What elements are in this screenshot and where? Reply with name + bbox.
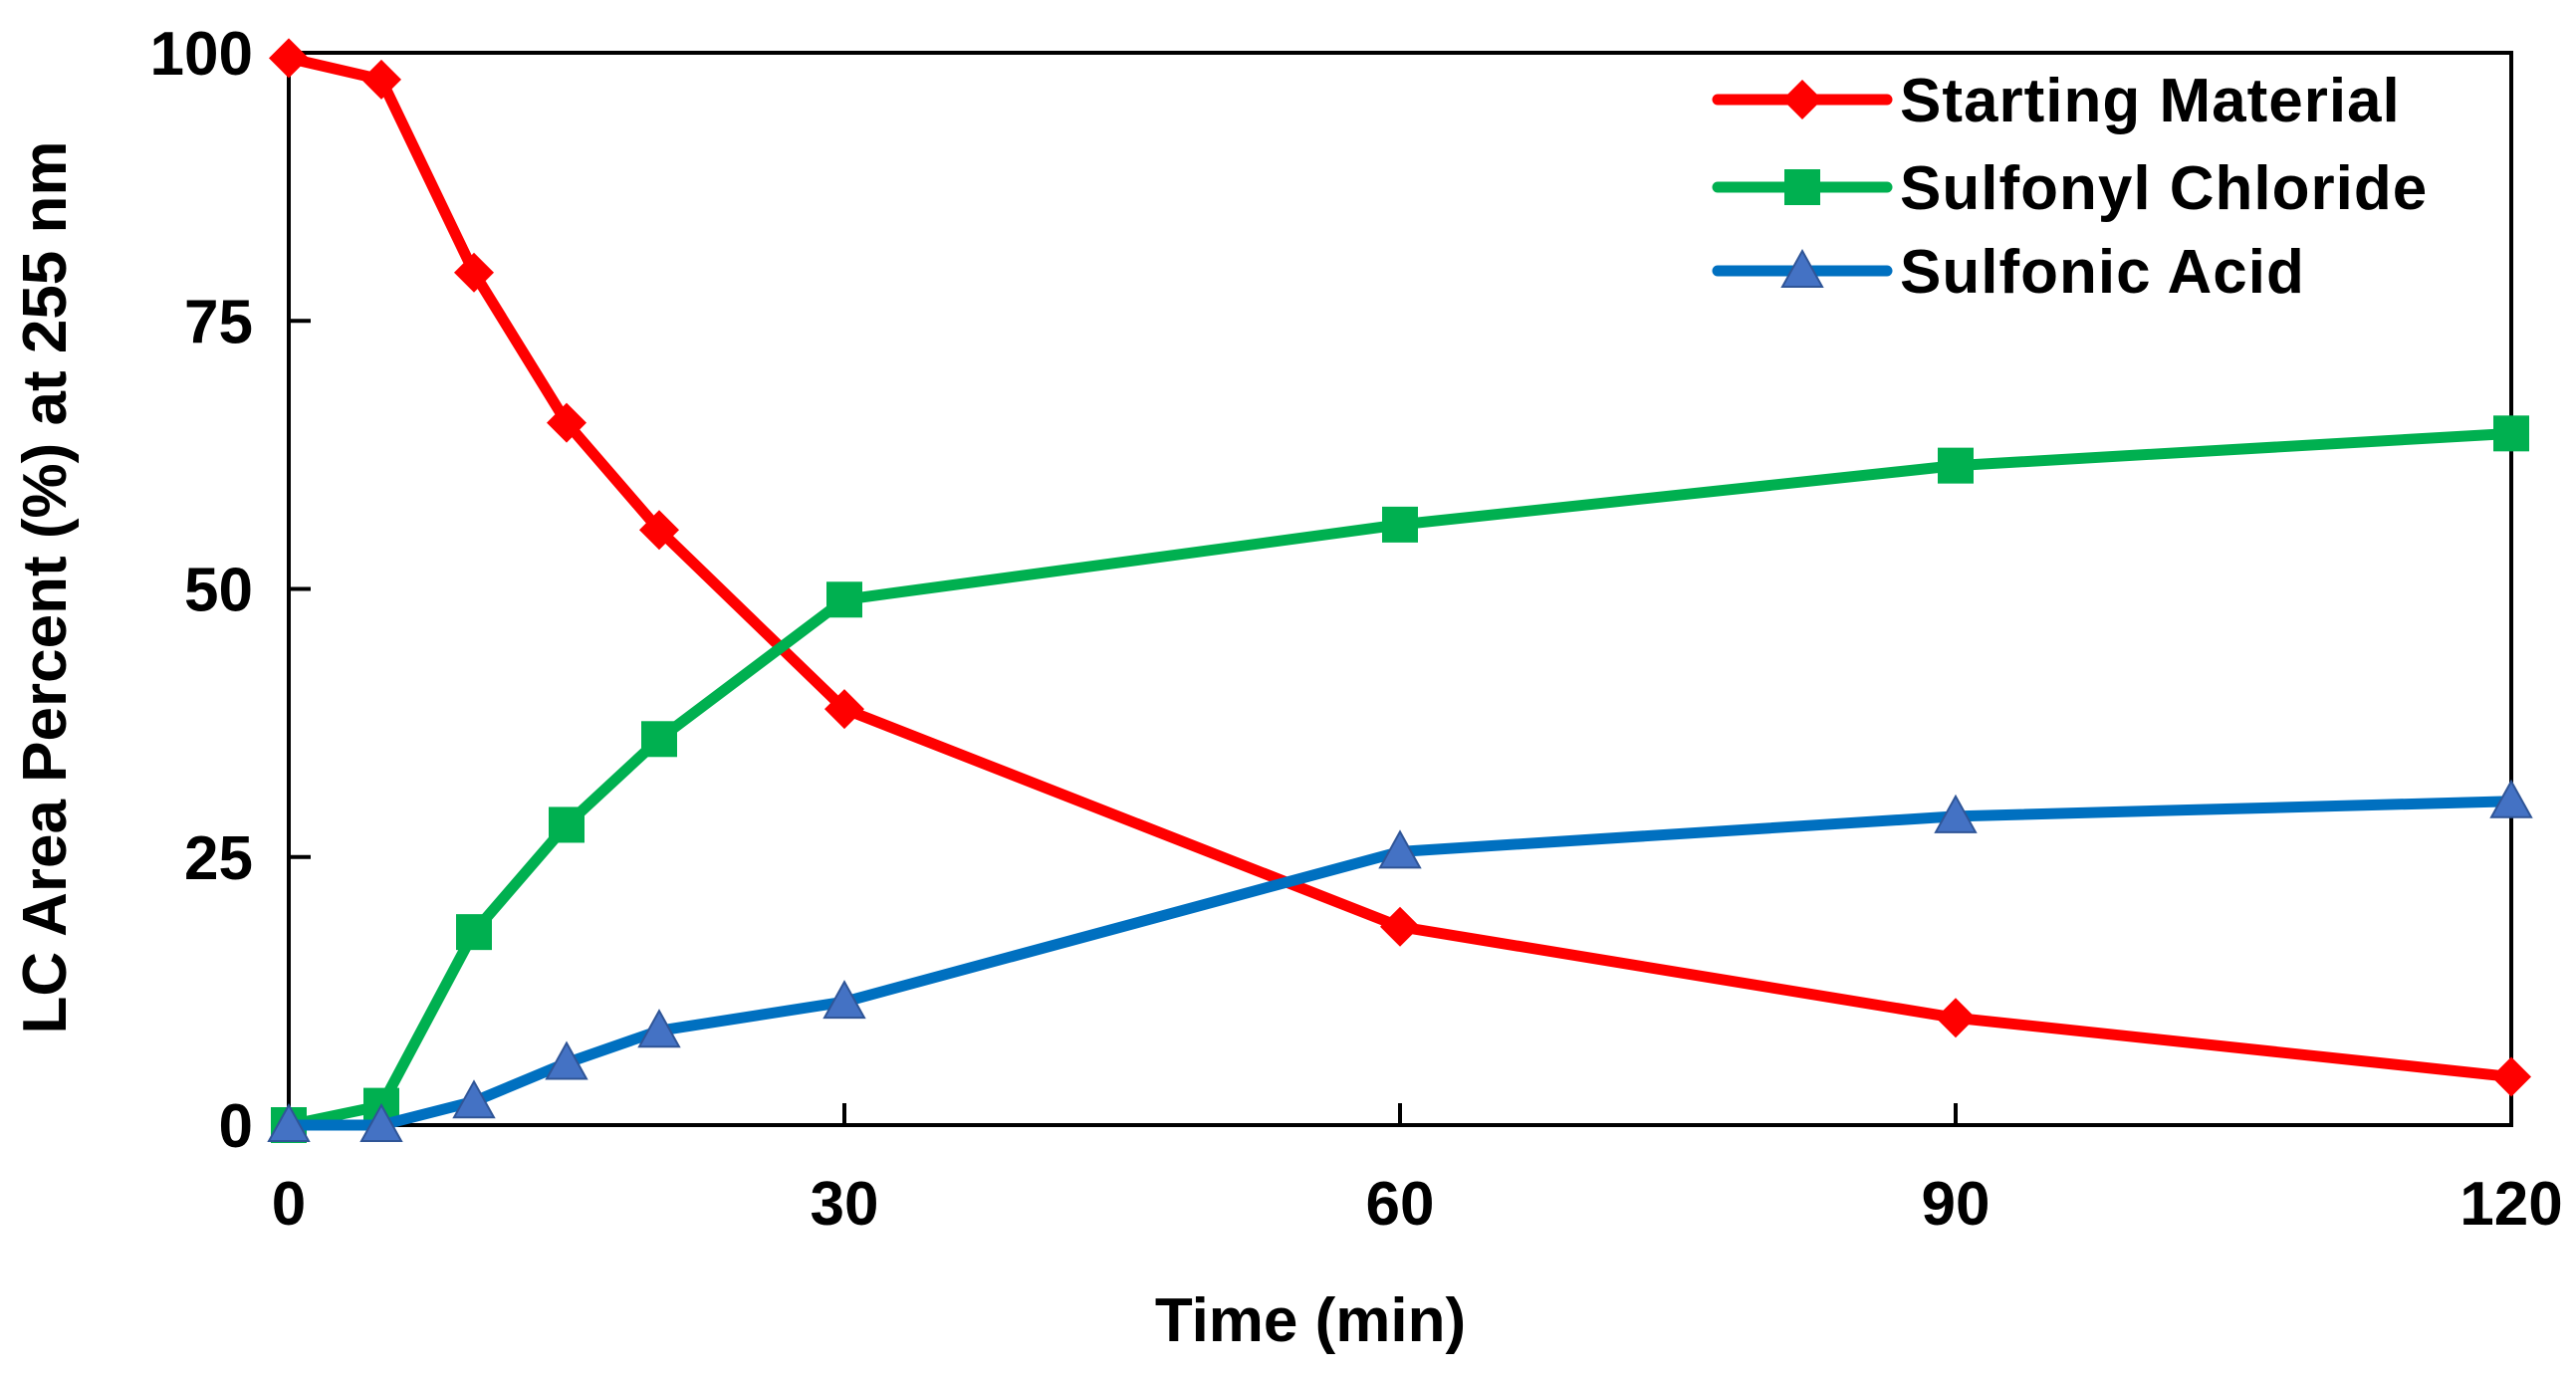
y-tick-label: 75	[184, 288, 253, 356]
data-point-starting-material	[454, 252, 494, 293]
data-point-sulfonyl-chloride	[2493, 415, 2529, 452]
series-sulfonyl-chloride	[271, 415, 2529, 1143]
series-layer	[267, 38, 2533, 1143]
data-point-starting-material	[1380, 906, 1420, 947]
y-tick-label: 100	[150, 20, 253, 89]
data-point-sulfonyl-chloride	[641, 721, 677, 758]
x-axis-title: Time (min)	[1155, 1286, 1466, 1355]
legend: Starting Material Sulfonyl Chloride Sulfon…	[1712, 67, 2428, 307]
data-point-sulfonic-acid	[1378, 829, 1422, 869]
data-point-starting-material	[547, 402, 586, 443]
series-starting-material	[269, 38, 2531, 1097]
data-point-starting-material	[269, 38, 309, 79]
data-point-sulfonyl-chloride	[456, 914, 492, 951]
data-point-starting-material	[639, 510, 679, 551]
y-tick-label: 0	[219, 1092, 253, 1161]
legend-label-sulfonyl-chloride: Sulfonyl Chloride	[1900, 154, 2428, 223]
data-point-sulfonic-acid	[359, 1102, 403, 1142]
y-tick-label: 25	[184, 824, 253, 893]
data-point-sulfonic-acid	[267, 1102, 311, 1142]
data-point-starting-material	[361, 59, 401, 100]
data-point-sulfonic-acid	[452, 1079, 496, 1119]
data-point-sulfonyl-chloride	[1938, 447, 1974, 484]
data-point-sulfonic-acid	[2489, 779, 2533, 818]
x-tick-label: 90	[1922, 1170, 1991, 1239]
data-point-sulfonyl-chloride	[1382, 506, 1418, 543]
data-point-sulfonyl-chloride	[826, 581, 862, 618]
axes: 0 25 50 75 100 0 30 60 90 120	[150, 20, 2563, 1239]
x-tick-label: 0	[272, 1170, 306, 1239]
legend-marker-sulfonic-acid	[1780, 248, 1824, 288]
legend-marker-sulfonyl-chloride	[1784, 169, 1820, 205]
data-point-starting-material	[824, 689, 864, 730]
data-point-sulfonyl-chloride	[549, 806, 585, 843]
x-tick-label: 30	[811, 1170, 879, 1239]
y-tick-label: 50	[184, 557, 253, 625]
data-point-starting-material	[1936, 998, 1976, 1038]
y-axis-title: LC Area Percent (%) at 255 nm	[11, 140, 80, 1034]
series-sulfonic-acid	[267, 779, 2533, 1142]
legend-marker-starting-material	[1782, 80, 1822, 119]
data-point-sulfonic-acid	[545, 1040, 588, 1080]
x-tick-label: 60	[1366, 1170, 1435, 1239]
data-point-starting-material	[2491, 1056, 2531, 1097]
x-tick-label: 120	[2459, 1170, 2562, 1239]
legend-label-sulfonic-acid: Sulfonic Acid	[1900, 238, 2305, 307]
data-point-sulfonic-acid	[822, 980, 866, 1020]
data-point-sulfonic-acid	[1934, 794, 1978, 833]
legend-label-starting-material: Starting Material	[1900, 67, 2401, 135]
data-point-sulfonic-acid	[637, 1009, 681, 1048]
